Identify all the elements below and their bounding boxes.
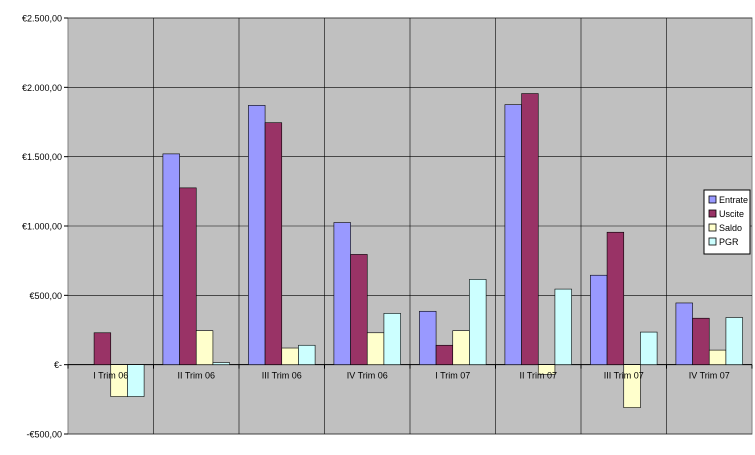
bars [93, 93, 743, 408]
bar-saldo-4 [452, 330, 470, 365]
bar-entrate-5 [504, 104, 522, 365]
legend: Entrate Uscite Saldo PGR [703, 189, 751, 255]
y-tick-label: €1.500,00 [22, 152, 62, 162]
y-tick-label: -€500,00 [26, 430, 62, 440]
legend-swatch-uscite [708, 209, 717, 218]
legend-label-saldo: Saldo [719, 223, 742, 233]
bar-entrate-1 [162, 153, 180, 365]
legend-label-pgr: PGR [719, 237, 739, 247]
y-tick-label: €2.500,00 [22, 14, 62, 24]
legend-label-entrate: Entrate [719, 195, 748, 205]
bar-uscite-3 [350, 254, 368, 365]
x-tick-label: I Trim 06 [93, 371, 128, 381]
x-tick-label: II Trim 06 [177, 371, 215, 381]
bar-uscite-4 [435, 344, 454, 365]
bar-uscite-7 [692, 317, 710, 365]
x-tick-label: II Trim 07 [519, 371, 557, 381]
bar-pgr-4 [469, 279, 487, 365]
bar-entrate-4 [419, 310, 437, 365]
bar-saldo-3 [366, 332, 385, 365]
bar-pgr-3 [383, 313, 401, 365]
x-tick-label: I Trim 07 [435, 371, 470, 381]
legend-swatch-pgr [708, 237, 717, 246]
y-axis-ticks: €2.500,00 €2.000,00 €1.500,00 €1.000,00 €500… [22, 14, 68, 440]
legend-swatch-entrate [708, 195, 717, 204]
y-tick-label: €- [54, 360, 62, 370]
bar-uscite-5 [521, 93, 539, 365]
bar-pgr-1 [212, 362, 230, 365]
bar-pgr-7 [725, 317, 743, 365]
bar-entrate-2 [248, 105, 266, 365]
y-tick-label: €500,00 [29, 291, 62, 301]
bar-saldo-6 [623, 364, 641, 408]
bar-uscite-2 [264, 122, 283, 365]
y-tick-label: €2.000,00 [22, 83, 62, 93]
x-axis-ticks: I Trim 06 II Trim 06 III Trim 06 IV Trim 06… [67, 364, 753, 381]
bar-uscite-1 [179, 187, 197, 365]
legend-label-uscite: Uscite [719, 209, 744, 219]
bar-uscite-6 [606, 231, 625, 365]
bar-uscite-0 [93, 332, 112, 365]
bar-pgr-5 [554, 288, 572, 365]
bar-pgr-2 [298, 344, 316, 365]
bar-pgr-6 [640, 331, 658, 365]
legend-swatch-saldo [708, 223, 717, 232]
x-tick-label: III Trim 07 [604, 371, 644, 381]
x-tick-label: IV Trim 06 [347, 371, 388, 381]
bar-saldo-5 [537, 364, 556, 375]
bar-entrate-6 [590, 274, 608, 365]
bar-saldo-7 [708, 349, 727, 365]
y-tick-label: €1.000,00 [22, 222, 62, 232]
bar-entrate-3 [333, 222, 351, 365]
bar-saldo-1 [195, 330, 214, 365]
bar-saldo-2 [281, 347, 299, 365]
x-tick-label: IV Trim 07 [689, 371, 730, 381]
bar-entrate-7 [675, 302, 693, 365]
x-tick-label: III Trim 06 [262, 371, 302, 381]
bar-pgr-0 [127, 364, 145, 397]
